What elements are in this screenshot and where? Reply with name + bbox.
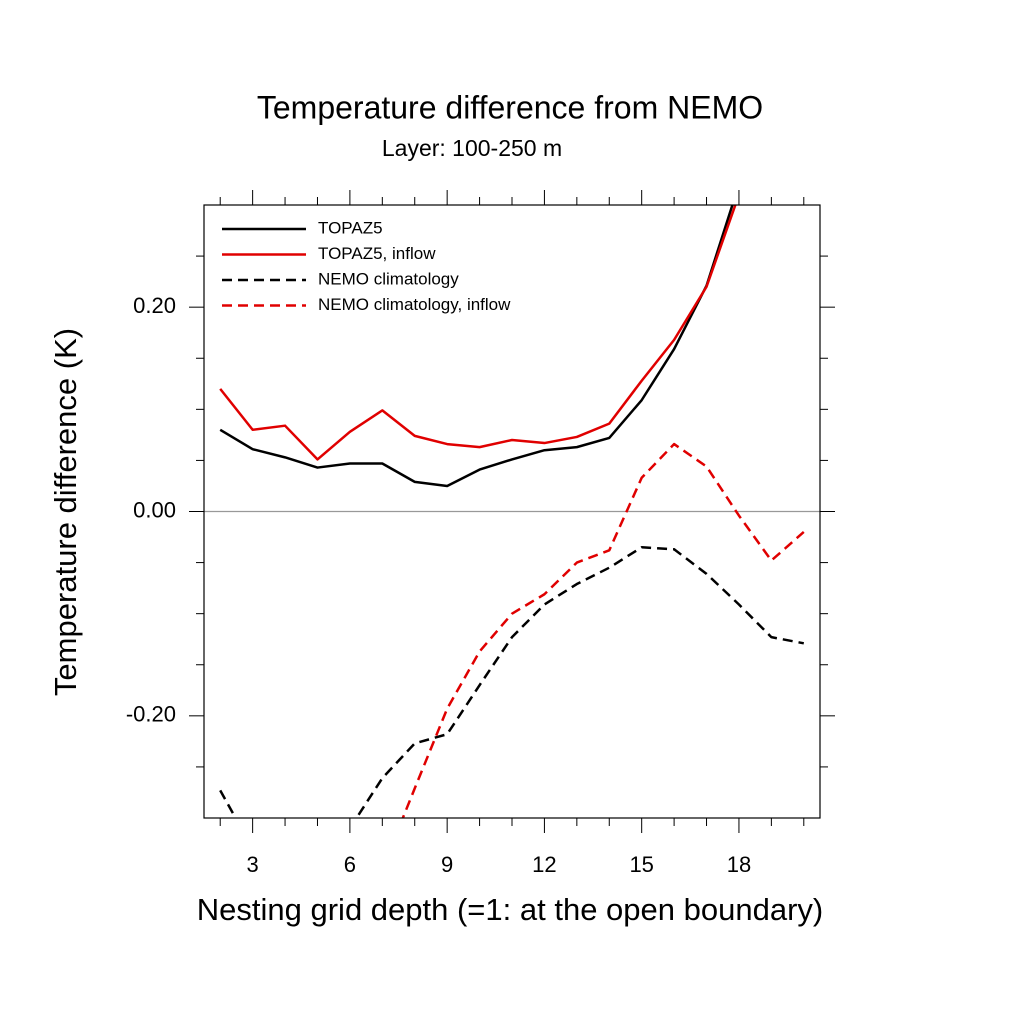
- x-tick-label: 9: [441, 852, 453, 877]
- x-tick-label: 18: [727, 852, 751, 877]
- data-line: [219, 205, 737, 461]
- data-line: [219, 546, 805, 818]
- x-tick-label: 12: [532, 852, 556, 877]
- legend-label: TOPAZ5: [318, 218, 383, 237]
- y-tick-label: -0.20: [126, 702, 176, 727]
- chart-title: Temperature difference from NEMO: [257, 89, 763, 125]
- chart-subtitle: Layer: 100-250 m: [382, 135, 562, 161]
- x-axis-label: Nesting grid depth (=1: at the open boun…: [197, 892, 823, 927]
- y-tick-label: 0.20: [133, 293, 176, 318]
- data-line: [401, 442, 805, 818]
- legend-label: NEMO climatology, inflow: [318, 295, 511, 314]
- x-tick-label: 15: [629, 852, 653, 877]
- data-line: [219, 205, 734, 488]
- legend-label: TOPAZ5, inflow: [318, 244, 436, 263]
- y-axis-label: Temperature difference (K): [48, 328, 83, 696]
- x-tick-label: 6: [344, 852, 356, 877]
- legend-label: NEMO climatology: [318, 269, 459, 288]
- x-tick-label: 3: [247, 852, 259, 877]
- plot-area: [204, 205, 820, 818]
- y-tick-label: 0.00: [133, 497, 176, 522]
